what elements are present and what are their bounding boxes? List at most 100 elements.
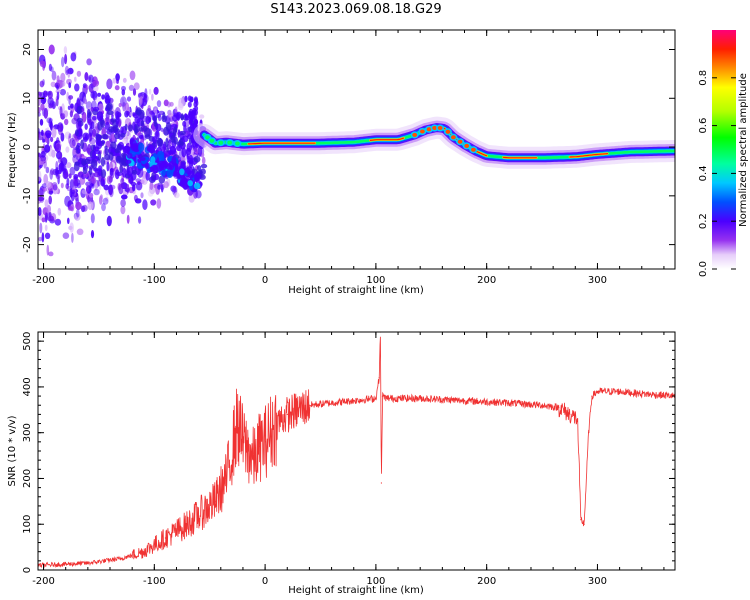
spectrogram-speckle: [66, 177, 70, 186]
spectrogram-speckle: [120, 199, 126, 208]
ridge-blob-core: [457, 139, 463, 144]
snr-data-point: [331, 402, 333, 404]
ridge-hot-red: [247, 142, 316, 145]
snr-data-point: [247, 450, 250, 452]
spectrogram-speckle: [124, 102, 130, 112]
spectrogram-speckle: [81, 158, 87, 166]
snr-data-point: [214, 500, 216, 502]
spectrogram-speckle: [39, 222, 43, 234]
spectrogram-speckle: [194, 119, 199, 126]
spectrogram-speckle: [56, 84, 59, 90]
spectrogram-speckle: [69, 166, 76, 176]
spectrogram-speckle: [92, 80, 100, 87]
spectrogram-speckle: [147, 189, 154, 197]
spectrogram-speckle: [85, 84, 89, 91]
spectrogram-speckle: [59, 88, 66, 96]
snr-data-point: [386, 397, 388, 399]
spectrogram-speckle: [181, 147, 187, 158]
spectrogram-speckle: [94, 181, 98, 191]
ridge-blob-core: [205, 135, 210, 140]
spectrogram-speckle: [106, 110, 114, 115]
spectrogram-speckle: [97, 179, 101, 187]
spectrogram-speckle: [165, 137, 169, 148]
spectrogram-speckle: [152, 115, 158, 122]
y-tick-label: -10: [22, 188, 33, 204]
spectrogram-speckle: [126, 166, 134, 177]
spectrogram-speckle: [41, 183, 48, 189]
spectrogram-speckle: [109, 168, 114, 177]
spectrogram-speckle: [157, 137, 162, 147]
spectrogram-speckle: [48, 44, 55, 55]
spectrogram-speckle: [68, 225, 73, 230]
spectrogram-speckle: [108, 126, 115, 133]
spectrogram-speckle: [94, 97, 101, 103]
spectrogram-speckle: [184, 95, 188, 103]
spectrogram-speckle: [180, 114, 184, 121]
spectrogram-speckle: [106, 215, 112, 227]
spectrogram-speckle: [192, 107, 197, 114]
spectrogram-speckle: [45, 181, 51, 188]
spectrogram-speckle: [84, 123, 88, 130]
spectrogram-speckle: [87, 108, 91, 119]
spectrogram-speckle: [153, 86, 159, 95]
x-tick-label: 0: [262, 275, 268, 286]
spectrogram-speckle: [158, 175, 166, 184]
ridge-blob-core: [437, 126, 443, 130]
spectrogram-speckle: [149, 181, 154, 191]
spectrogram-speckle: [105, 112, 109, 123]
spectrogram-speckle: [148, 183, 156, 195]
spectrogram-speckle: [188, 194, 195, 203]
spectrogram-speckle: [105, 196, 109, 202]
spectrogram-speckle: [156, 100, 162, 108]
snr-data-point: [87, 562, 89, 564]
spectrogram-speckle: [161, 115, 168, 123]
spectrogram-speckle: [134, 125, 138, 134]
spectrogram-speckle: [50, 216, 55, 222]
spectrogram-speckle: [101, 203, 106, 212]
spectrogram-speckle: [74, 161, 81, 166]
snr-data-point: [187, 523, 189, 525]
spectrogram-speckle: [64, 131, 71, 140]
snr-panel: -200 -100 0 100 200 300 0 100 200 300 400 500 Heigh…: [7, 331, 676, 596]
spectrogram-speckle: [76, 208, 80, 218]
snr-xlabel: Height of straight line (km): [288, 585, 424, 596]
spectrogram-speckle: [59, 106, 63, 117]
spectrogram-speckle: [63, 46, 68, 55]
snr-data-point: [580, 519, 582, 521]
snr-data-point: [463, 400, 466, 402]
spectrogram-speckle: [179, 130, 186, 136]
spectrogram-speckle: [38, 106, 41, 114]
spectrogram-speckle: [52, 184, 58, 191]
x-tick-label: 200: [477, 275, 496, 286]
colorbar: 0.0 0.2 0.4 0.6 0.8 Normalized spectral ampl…: [698, 30, 749, 277]
spectrogram-speckle: [138, 142, 145, 152]
spectrogram-speckle: [171, 123, 178, 128]
spectrogram-speckle: [78, 120, 82, 131]
spectrogram-speckle: [62, 232, 70, 239]
spectrogram-speckle: [188, 119, 193, 126]
snr-data-point: [591, 395, 593, 397]
spectrogram-speckle: [93, 106, 100, 112]
snr-data-point: [242, 441, 244, 443]
spectrogram-speckle: [88, 74, 94, 83]
ridge-hot-red: [369, 137, 405, 141]
spectrogram-speckle: [147, 144, 155, 153]
spectrogram-speckle: [42, 138, 46, 143]
spectrogram-speckle: [57, 207, 62, 216]
ridge-blob-core: [209, 138, 215, 143]
spectrogram-speckle: [38, 196, 45, 202]
spectrogram-speckle: [124, 123, 128, 131]
snr-data-point: [275, 422, 277, 425]
spectrogram-speckle: [122, 101, 126, 112]
spectrogram-speckle: [68, 82, 72, 89]
y-tick-label: 400: [22, 377, 33, 396]
snr-data-point: [583, 523, 585, 525]
spectrogram-speckle: [157, 150, 165, 159]
spectrogram-speckle: [57, 124, 63, 136]
spectrogram-speckle: [88, 167, 93, 176]
spectrogram-speckle: [102, 197, 109, 205]
spectrogram-speckle: [185, 166, 193, 175]
colorbar-tick-label: 0.6: [698, 118, 709, 134]
spectrogram-speckle: [61, 80, 66, 87]
